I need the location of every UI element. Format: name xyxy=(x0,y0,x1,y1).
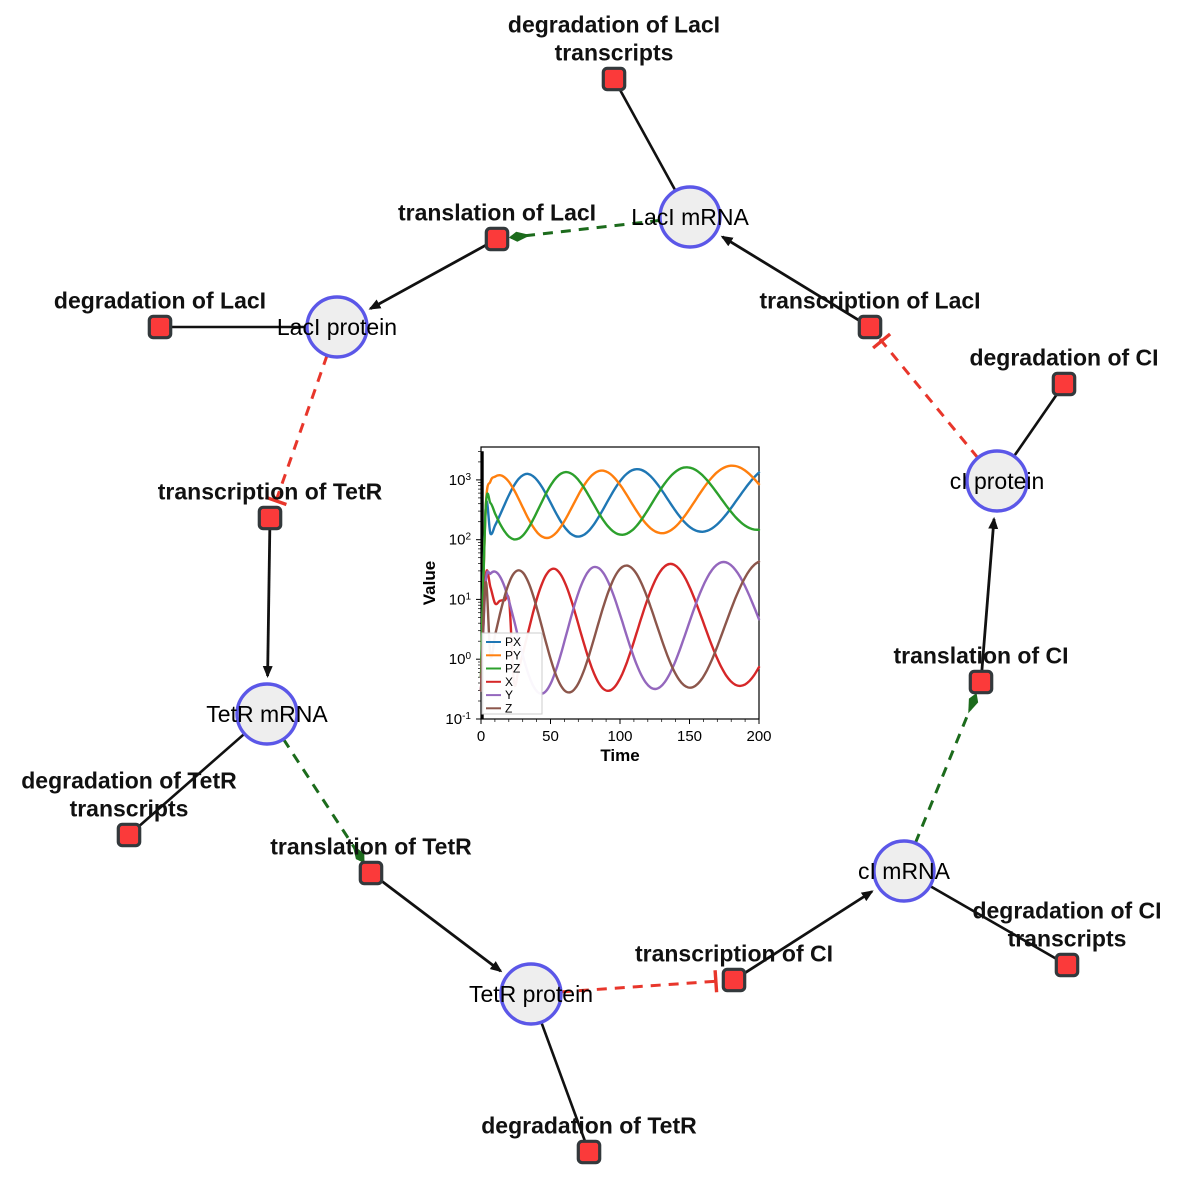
svg-text:degradation of CI: degradation of CI xyxy=(972,897,1161,923)
svg-text:Z: Z xyxy=(505,701,512,715)
svg-text:100: 100 xyxy=(607,728,632,745)
svg-text:PZ: PZ xyxy=(505,662,520,676)
svg-text:100: 100 xyxy=(449,651,472,669)
svg-text:transcripts: transcripts xyxy=(1008,925,1127,951)
svg-text:TetR mRNA: TetR mRNA xyxy=(206,701,328,727)
svg-text:0: 0 xyxy=(477,728,485,745)
svg-text:PY: PY xyxy=(505,648,521,662)
svg-text:degradation of CI: degradation of CI xyxy=(969,344,1158,370)
svg-text:Y: Y xyxy=(505,688,513,702)
svg-text:translation of CI: translation of CI xyxy=(893,642,1068,668)
svg-text:cI mRNA: cI mRNA xyxy=(858,858,951,884)
svg-text:LacI mRNA: LacI mRNA xyxy=(631,204,749,230)
svg-text:transcription of CI: transcription of CI xyxy=(635,940,833,966)
svg-text:transcription of TetR: transcription of TetR xyxy=(158,478,383,504)
svg-text:200: 200 xyxy=(746,728,771,745)
svg-text:150: 150 xyxy=(677,728,702,745)
svg-text:translation of LacI: translation of LacI xyxy=(398,199,596,225)
svg-text:transcripts: transcripts xyxy=(70,795,189,821)
svg-text:translation of TetR: translation of TetR xyxy=(270,833,472,859)
svg-text:degradation of TetR: degradation of TetR xyxy=(481,1112,697,1138)
svg-text:X: X xyxy=(505,675,513,689)
svg-text:cI protein: cI protein xyxy=(950,468,1045,494)
svg-text:TetR protein: TetR protein xyxy=(469,981,593,1007)
svg-text:101: 101 xyxy=(449,591,472,609)
svg-text:transcripts: transcripts xyxy=(555,39,674,65)
svg-text:PX: PX xyxy=(505,635,521,649)
svg-text:102: 102 xyxy=(449,531,472,549)
svg-text:Time: Time xyxy=(600,746,639,765)
svg-text:Value: Value xyxy=(420,561,439,605)
svg-text:degradation of TetR: degradation of TetR xyxy=(21,767,237,793)
svg-text:10-1: 10-1 xyxy=(445,711,471,729)
svg-text:degradation of LacI: degradation of LacI xyxy=(508,11,720,37)
svg-text:50: 50 xyxy=(542,728,559,745)
svg-text:LacI protein: LacI protein xyxy=(277,314,397,340)
svg-text:transcription of LacI: transcription of LacI xyxy=(759,287,980,313)
svg-text:103: 103 xyxy=(449,471,472,489)
svg-text:degradation of LacI: degradation of LacI xyxy=(54,287,266,313)
